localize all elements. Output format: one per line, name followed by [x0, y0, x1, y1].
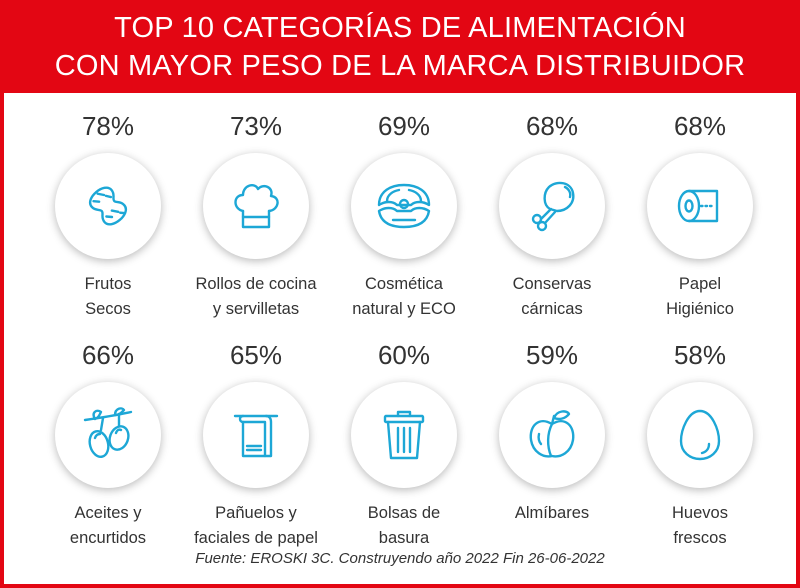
category-label: Frutos Secos [84, 275, 132, 318]
peach-icon [529, 410, 575, 458]
category-icon-circle [55, 153, 161, 259]
category-label: Aceites y encurtidos [69, 504, 147, 547]
trash-bin-icon [383, 410, 425, 460]
category-percentage: 68% [525, 111, 579, 141]
category-papel-higienico: 68% Papel Higiénico [626, 110, 774, 322]
chicken-leg-icon [531, 181, 575, 232]
category-percentage: 68% [673, 111, 727, 141]
category-bolsas-basura: 60% Bolsas de basura [330, 339, 478, 551]
category-frutos-secos: 78% Frutos Secos [34, 110, 182, 322]
category-icon-circle [647, 382, 753, 488]
peanut-icon [88, 186, 128, 226]
category-label: Almíbares [514, 504, 590, 522]
category-percentage: 78% [81, 111, 135, 141]
category-icon-circle [203, 153, 309, 259]
category-percentage: 65% [229, 340, 283, 370]
category-icon-circle [647, 153, 753, 259]
category-percentage: 73% [229, 111, 283, 141]
category-icon-circle [351, 153, 457, 259]
category-label: Bolsas de basura [367, 504, 441, 547]
title-line-2: CON MAYOR PESO DE LA MARCA DISTRIBUIDOR [54, 49, 746, 82]
category-aceites-encurtidos: 66% Aceites y encurtidos [34, 339, 182, 551]
title-line-1: TOP 10 CATEGORÍAS DE ALIMENTACIÓN [114, 11, 686, 44]
category-icon-circle [499, 153, 605, 259]
category-icon-circle [499, 382, 605, 488]
category-percentage: 66% [81, 340, 135, 370]
category-almibares: 59% Almíbares [478, 339, 626, 526]
source-note: Fuente: EROSKI 3C. Construyendo año 2022… [195, 550, 605, 567]
towel-icon [233, 414, 279, 458]
category-icon-circle [55, 382, 161, 488]
title-banner: TOP 10 CATEGORÍAS DE ALIMENTACIÓN CON MA… [0, 0, 800, 93]
category-rollos-cocina: 73% Rollos de cocina y servilletas [182, 110, 330, 322]
category-label: Conservas cárnicas [512, 275, 592, 318]
category-icon-circle [203, 382, 309, 488]
category-percentage: 59% [525, 340, 579, 370]
toilet-paper-icon [677, 189, 719, 223]
category-percentage: 69% [377, 111, 431, 141]
chef-hat-icon [234, 184, 279, 229]
category-label: Cosmética natural y ECO [352, 275, 456, 318]
category-panuelos: 65% Pañuelos y faciales de papel [182, 339, 330, 551]
category-icon-circle [351, 382, 457, 488]
olives-icon [83, 407, 133, 458]
category-label: Pañuelos y faciales de papel [194, 504, 318, 547]
category-label: Rollos de cocina y servilletas [195, 275, 317, 318]
category-percentage: 58% [673, 340, 727, 370]
oyster-pearl-icon [377, 183, 431, 229]
category-conservas-carnicas: 68% Conservas cárnicas [478, 110, 626, 322]
category-label: Huevos frescos [672, 504, 728, 547]
category-cosmetica: 69% Cosmética natural y ECO [330, 110, 478, 322]
egg-icon [679, 409, 721, 461]
category-huevos-frescos: 58% Huevos frescos [626, 339, 774, 551]
category-label: Papel Higiénico [666, 275, 734, 318]
category-percentage: 60% [377, 340, 431, 370]
